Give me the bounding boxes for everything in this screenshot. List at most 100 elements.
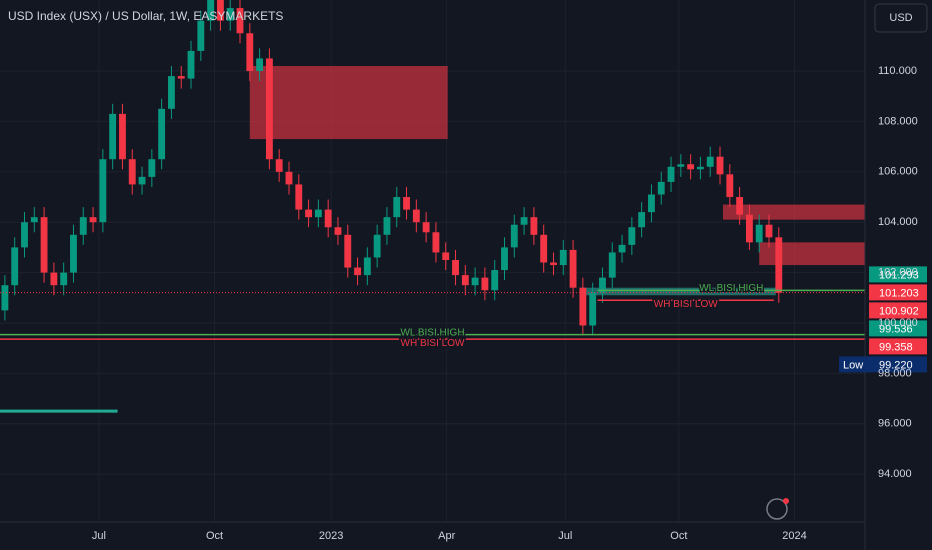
chart-title: USD Index (USX) / US Dollar, 1W, EASYMAR… <box>8 9 283 23</box>
candle-body <box>657 181 665 195</box>
price-tag <box>869 302 927 319</box>
zone <box>579 287 776 296</box>
candle-body <box>726 174 734 198</box>
candle-body <box>265 58 273 160</box>
candle-body <box>432 232 440 253</box>
x-tick-label: Apr <box>438 530 455 542</box>
candle-body <box>393 197 401 218</box>
y-tick-label: 98.000 <box>878 367 912 379</box>
zone <box>722 204 865 220</box>
candle-body <box>21 222 28 248</box>
currency-label[interactable]: USD <box>889 12 912 24</box>
price-tag-name: Low <box>843 359 863 371</box>
candle-body <box>285 171 293 185</box>
alert-dot <box>783 498 789 504</box>
candle-body <box>452 259 459 276</box>
candle-body <box>30 217 38 223</box>
candle-body <box>383 217 391 235</box>
candle-body <box>706 156 714 167</box>
candle-body <box>128 159 136 185</box>
candle-body <box>530 217 538 235</box>
level-label: WH BISI LOW <box>401 338 465 349</box>
price-tag <box>869 320 927 337</box>
candle-body <box>314 209 322 218</box>
candle-body <box>216 0 224 21</box>
candle-body <box>667 166 675 182</box>
y-tick-label: 100.000 <box>878 317 918 329</box>
candle-body <box>354 267 361 276</box>
candle-body <box>305 209 313 218</box>
alert-icon[interactable] <box>766 498 788 520</box>
y-tick-label: 108.000 <box>878 115 918 127</box>
candle-body <box>344 234 352 268</box>
x-tick-label: Jul <box>558 530 572 542</box>
candle-body <box>226 8 234 21</box>
y-tick-label: 110.000 <box>878 65 917 77</box>
level-label: WL BISI HIGH <box>699 283 763 294</box>
candle-body <box>168 76 175 109</box>
candle-body <box>461 275 469 286</box>
x-tick-label: Jul <box>92 530 106 542</box>
price-tag-label: 101.203 <box>879 287 919 299</box>
candle-body <box>138 176 146 185</box>
price-tag <box>869 338 927 355</box>
candle-body <box>158 108 166 160</box>
candle-body <box>334 227 342 235</box>
price-tag-label: 99.220 <box>879 359 913 371</box>
candle-body <box>648 194 655 213</box>
candle-body <box>246 33 254 72</box>
candle-body <box>109 113 117 160</box>
candle-body <box>89 217 97 223</box>
price-tag-label: 99.358 <box>879 341 913 353</box>
price-tag <box>869 356 927 373</box>
candle-body <box>540 234 548 263</box>
candle-body <box>775 237 783 293</box>
x-tick-label: Oct <box>206 530 223 542</box>
candle-body <box>50 272 58 286</box>
level-label: WL BISI HIGH <box>400 327 464 338</box>
candle-body <box>687 164 695 170</box>
candle-body <box>412 209 420 223</box>
y-tick-label: 96.000 <box>878 418 912 430</box>
y-tick-label: 102.000 <box>878 266 918 278</box>
candle-body <box>745 214 753 243</box>
candle-body <box>501 247 508 271</box>
candle-body <box>295 184 303 210</box>
candle-body <box>275 159 283 172</box>
candle-body <box>599 277 606 293</box>
candle-body <box>373 234 381 258</box>
x-tick-label: 2024 <box>782 530 806 542</box>
zone <box>249 66 448 140</box>
candle-body <box>755 224 763 243</box>
x-tick-label: 2023 <box>319 530 343 542</box>
candle-body <box>1 285 9 311</box>
candle-body <box>99 159 107 223</box>
candle-body <box>119 113 126 160</box>
candle-body <box>589 292 597 326</box>
price-tag-name-box <box>839 356 869 373</box>
candle-body <box>177 76 185 79</box>
candle-body <box>559 249 567 266</box>
candle-body <box>207 0 215 21</box>
price-tag-label: 99.536 <box>879 323 913 335</box>
candle-body <box>510 224 518 248</box>
candle-body <box>148 159 156 177</box>
price-tag <box>869 284 927 301</box>
candle-body <box>236 8 244 34</box>
candle-body <box>569 249 577 288</box>
price-tag-label: 101.293 <box>879 269 919 281</box>
candle-body <box>677 164 685 167</box>
candle-body <box>628 227 636 245</box>
candle-body <box>550 262 557 266</box>
candle-body <box>197 20 205 51</box>
candle-body <box>363 257 371 276</box>
candle-body <box>471 277 479 286</box>
candle-body <box>442 252 450 260</box>
candle-body <box>403 197 410 210</box>
candle-body <box>520 217 528 225</box>
candle-body <box>765 224 773 238</box>
candle-body <box>696 166 704 170</box>
currency-button[interactable] <box>874 3 928 33</box>
